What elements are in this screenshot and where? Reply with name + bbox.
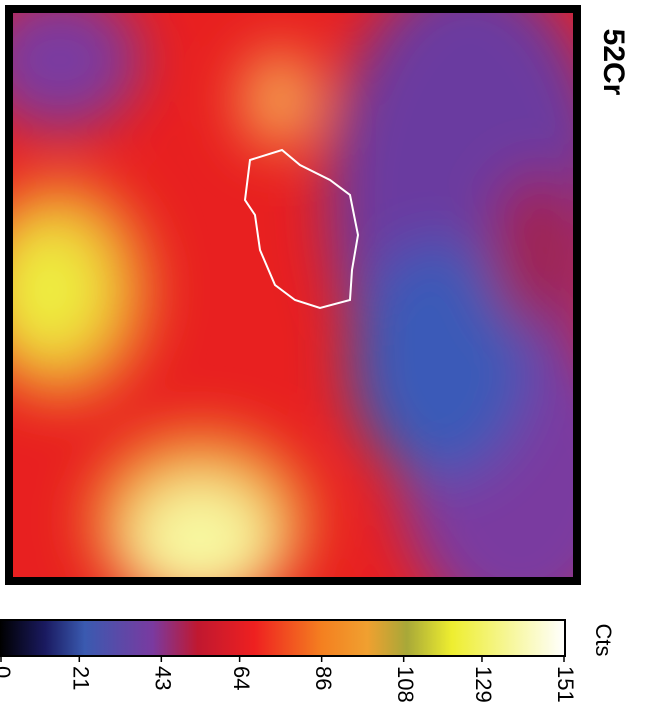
colorbar-tick-label: 21 — [68, 666, 93, 690]
colorbar-tick-label: 129 — [471, 666, 496, 703]
colorbar-tick-label: 43 — [151, 666, 176, 690]
colorbar-tick-label: 86 — [311, 666, 336, 690]
colorbar-tick-label: 0 — [0, 666, 15, 678]
heatmap-image — [9, 9, 577, 581]
colorbar-tick-label: 64 — [229, 666, 254, 690]
colorbar — [0, 619, 566, 657]
chart-title: 52Cr — [597, 29, 630, 96]
colorbar-tick-label: 151 — [553, 666, 578, 703]
frame — [5, 5, 581, 585]
colorbar-label: Cts — [591, 624, 616, 657]
colorbar-tick-label: 108 — [393, 666, 418, 703]
